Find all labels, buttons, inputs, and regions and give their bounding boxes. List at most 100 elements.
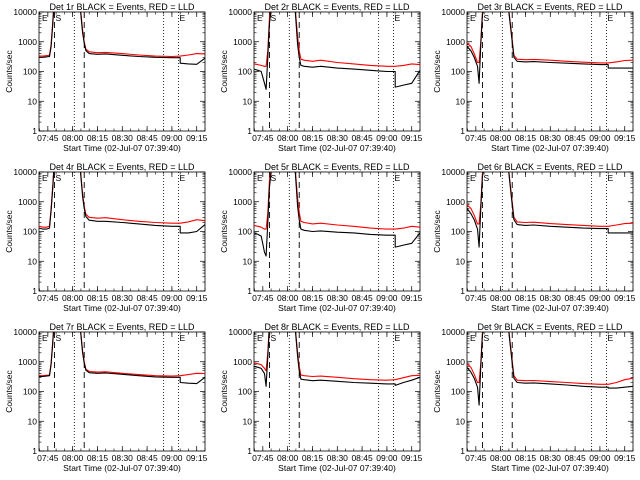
x-tick-label: 09:00: [161, 133, 183, 143]
panel-title: Det 2r BLACK = Events, RED = LLD: [264, 2, 410, 12]
y-tick-label: 1000: [18, 357, 37, 367]
x-tick-label: 09:15: [614, 133, 636, 143]
y-tick-label: 1000: [446, 357, 465, 367]
y-tick-label: 1: [247, 126, 252, 136]
x-tick-label: 08:15: [515, 133, 537, 143]
end-marker-label: E: [180, 13, 186, 23]
plot-frame: [466, 331, 634, 452]
start-marker-label: S: [55, 333, 61, 343]
end-marker-label: E: [180, 173, 186, 183]
y-tick-label: 1000: [18, 197, 37, 207]
events-series-line: [467, 172, 633, 248]
x-axis-label: Start Time (02-Jul-07 07:39:40): [278, 463, 396, 473]
end-marker-label: E: [608, 173, 614, 183]
events-series-line: [254, 12, 420, 90]
start-marker-label: S: [483, 173, 489, 183]
x-tick-label: 08:00: [277, 453, 299, 463]
plot-frame: [253, 171, 421, 292]
start-marker-label: S: [483, 13, 489, 23]
y-tick-label: 100: [238, 387, 252, 397]
plot-frame: [38, 11, 206, 132]
x-axis-label: Start Time (02-Jul-07 07:39:40): [63, 303, 181, 313]
x-tick-label: 09:15: [186, 133, 208, 143]
x-tick-label: 07:45: [465, 453, 487, 463]
x-tick-label: 09:00: [376, 293, 398, 303]
events-series-line: [254, 332, 420, 387]
x-tick-label: 08:00: [490, 293, 512, 303]
x-tick-label: 08:00: [62, 453, 84, 463]
y-axis-label: Counts/sec: [219, 49, 229, 92]
y-tick-label: 10000: [441, 327, 465, 337]
panel-title: Det 4r BLACK = Events, RED = LLD: [49, 162, 195, 172]
end-marker-label: E: [42, 173, 48, 183]
y-tick-label: 1000: [233, 197, 252, 207]
events-series-line: [467, 332, 633, 406]
start-marker-label: S: [55, 13, 61, 23]
end-marker-label: E: [470, 173, 476, 183]
x-axis-label: Start Time (02-Jul-07 07:39:40): [491, 143, 609, 153]
y-tick-label: 10000: [228, 167, 252, 177]
events-series-line: [39, 12, 205, 65]
start-marker-label: S: [270, 333, 276, 343]
y-tick-label: 10000: [13, 167, 37, 177]
y-tick-label: 100: [23, 387, 37, 397]
panel-det-1r: 1 10 100 1000 10000 07:45 08:00 08:15 08:30 08:45…: [4, 2, 208, 153]
x-tick-label: 08:15: [87, 453, 109, 463]
x-tick-label: 08:30: [540, 453, 562, 463]
y-tick-label: 100: [238, 67, 252, 77]
x-tick-label: 07:45: [37, 293, 59, 303]
x-tick-label: 08:30: [112, 293, 134, 303]
x-tick-label: 08:00: [490, 453, 512, 463]
x-tick-label: 09:00: [161, 453, 183, 463]
panel-det-8r: 1 10 100 1000 10000 07:45 08:00 08:15 08:30 08:45…: [219, 322, 423, 473]
panel-det-3r: 1 10 100 1000 10000 07:45 08:00 08:15 08:30 08:45…: [432, 2, 636, 153]
x-tick-label: 08:45: [564, 453, 586, 463]
x-tick-label: 07:45: [252, 453, 274, 463]
y-tick-label: 1000: [233, 37, 252, 47]
x-tick-label: 09:00: [589, 293, 611, 303]
x-tick-label: 07:45: [252, 133, 274, 143]
y-tick-label: 10: [456, 416, 466, 426]
panel-det-2r: 1 10 100 1000 10000 07:45 08:00 08:15 08:30 08:45…: [219, 2, 423, 153]
x-tick-label: 08:00: [62, 133, 84, 143]
x-axis-label: Start Time (02-Jul-07 07:39:40): [63, 463, 181, 473]
end-marker-label: E: [470, 333, 476, 343]
y-tick-label: 1000: [18, 37, 37, 47]
y-tick-label: 1: [460, 286, 465, 296]
y-tick-label: 10: [243, 256, 253, 266]
x-tick-label: 09:00: [589, 133, 611, 143]
end-marker-label: E: [42, 13, 48, 23]
y-tick-label: 100: [238, 227, 252, 237]
panel-title: Det 9r BLACK = Events, RED = LLD: [477, 322, 623, 332]
y-tick-label: 1: [460, 446, 465, 456]
events-series-line: [39, 332, 205, 385]
x-tick-label: 08:45: [564, 293, 586, 303]
end-marker-label: E: [257, 13, 263, 23]
x-tick-label: 09:15: [614, 453, 636, 463]
panel-det-4r: 1 10 100 1000 10000 07:45 08:00 08:15 08:30 08:45…: [4, 162, 208, 313]
y-tick-label: 10: [243, 96, 253, 106]
end-marker-label: E: [608, 333, 614, 343]
end-marker-label: E: [608, 13, 614, 23]
y-tick-label: 100: [451, 387, 465, 397]
y-tick-label: 100: [451, 67, 465, 77]
y-tick-label: 10000: [441, 167, 465, 177]
x-tick-label: 08:15: [87, 133, 109, 143]
x-tick-label: 08:15: [87, 293, 109, 303]
x-tick-label: 08:30: [540, 133, 562, 143]
panel-det-7r: 1 10 100 1000 10000 07:45 08:00 08:15 08:30 08:45…: [4, 322, 208, 473]
y-axis-label: Counts/sec: [4, 369, 14, 412]
x-tick-label: 07:45: [465, 133, 487, 143]
x-tick-label: 09:15: [401, 453, 423, 463]
y-tick-label: 10000: [441, 7, 465, 17]
end-marker-label: E: [180, 333, 186, 343]
y-axis-label: Counts/sec: [432, 49, 442, 92]
y-tick-label: 10: [456, 256, 466, 266]
x-tick-label: 09:00: [161, 293, 183, 303]
x-tick-label: 08:30: [327, 133, 349, 143]
end-marker-label: E: [257, 173, 263, 183]
x-tick-label: 08:45: [351, 133, 373, 143]
x-tick-label: 08:45: [136, 133, 158, 143]
x-axis-label: Start Time (02-Jul-07 07:39:40): [491, 303, 609, 313]
